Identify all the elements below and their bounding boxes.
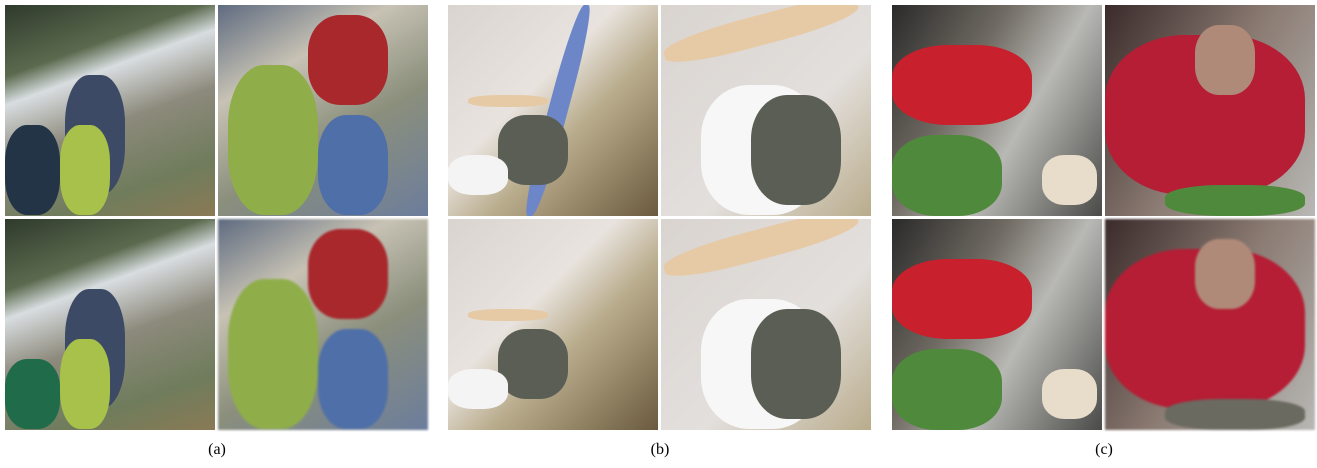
- image-tile: [5, 5, 215, 216]
- image-tile: [1105, 219, 1315, 430]
- panel-a: (a): [5, 5, 429, 468]
- image-tile: [5, 219, 215, 430]
- image-tile: [448, 5, 658, 216]
- image-tile: [1105, 5, 1315, 216]
- caption: (a): [208, 441, 226, 458]
- image-tile: [892, 219, 1102, 430]
- image-tile: [218, 219, 428, 430]
- image-tile: [661, 219, 871, 430]
- image-tile: [448, 219, 658, 430]
- panel-c: (c): [892, 5, 1316, 468]
- image-tile: [892, 5, 1102, 216]
- caption: (c): [1095, 441, 1113, 458]
- panel-b: (b): [448, 5, 872, 468]
- image-tile: [661, 5, 871, 216]
- caption: (b): [650, 441, 670, 458]
- image-tile: [218, 5, 428, 216]
